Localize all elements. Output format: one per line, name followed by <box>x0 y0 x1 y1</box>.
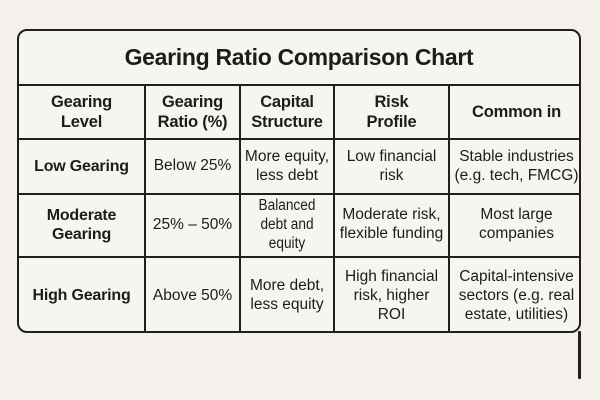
row-label-moderate-gearing: Moderate Gearing <box>19 194 146 258</box>
header-cell-gearing-level: Gearing Level <box>19 86 146 140</box>
cell-low-ratio: Below 25% <box>145 139 241 195</box>
cell-high-common: Capital-intensive sectors (e.g. real est… <box>458 267 575 323</box>
cell-low-structure: More equity, less debt <box>240 139 335 195</box>
cell-moderate-ratio: 25% – 50% <box>145 194 241 258</box>
table-header-row: Gearing Level Gearing Ratio (%) Capital … <box>19 86 579 140</box>
header-cell-capital-structure: Capital Structure <box>240 86 335 140</box>
condensed-cell-text: Balanced debt and equity <box>258 197 316 252</box>
cell-high-ratio: Above 50% <box>145 256 241 331</box>
table-row-moderate-gearing: Moderate Gearing 25% – 50% Balanced debt… <box>19 194 579 258</box>
cell-low-risk: Low financial risk <box>334 139 450 195</box>
row-label-high-gearing: High Gearing <box>19 256 146 331</box>
header-cell-risk-profile: Risk Profile <box>334 86 450 140</box>
cell-high-risk: High financial risk, higher ROI <box>334 256 450 331</box>
cell-moderate-risk: Moderate risk, flexible funding <box>334 194 450 258</box>
decorative-vertical-line <box>578 331 581 379</box>
cell-low-common: Stable industries (e.g. tech, FMCG) <box>449 139 579 195</box>
header-cell-common-in: Common in <box>449 86 579 140</box>
table-row-high-gearing: High Gearing Above 50% More debt, less e… <box>19 256 579 331</box>
gearing-comparison-table: Gearing Ratio Comparison Chart Gearing L… <box>17 29 581 333</box>
comparison-table: Gearing Level Gearing Ratio (%) Capital … <box>19 86 579 331</box>
table-row-low-gearing: Low Gearing Below 25% More equity, less … <box>19 139 579 195</box>
table-title: Gearing Ratio Comparison Chart <box>19 31 579 86</box>
cell-high-structure: More debt, less equity <box>240 256 335 331</box>
cell-moderate-structure: Balanced debt and equity <box>240 194 335 258</box>
header-cell-gearing-ratio: Gearing Ratio (%) <box>145 86 241 140</box>
cell-moderate-common: Most large companies <box>449 194 579 258</box>
row-label-low-gearing: Low Gearing <box>19 139 146 195</box>
